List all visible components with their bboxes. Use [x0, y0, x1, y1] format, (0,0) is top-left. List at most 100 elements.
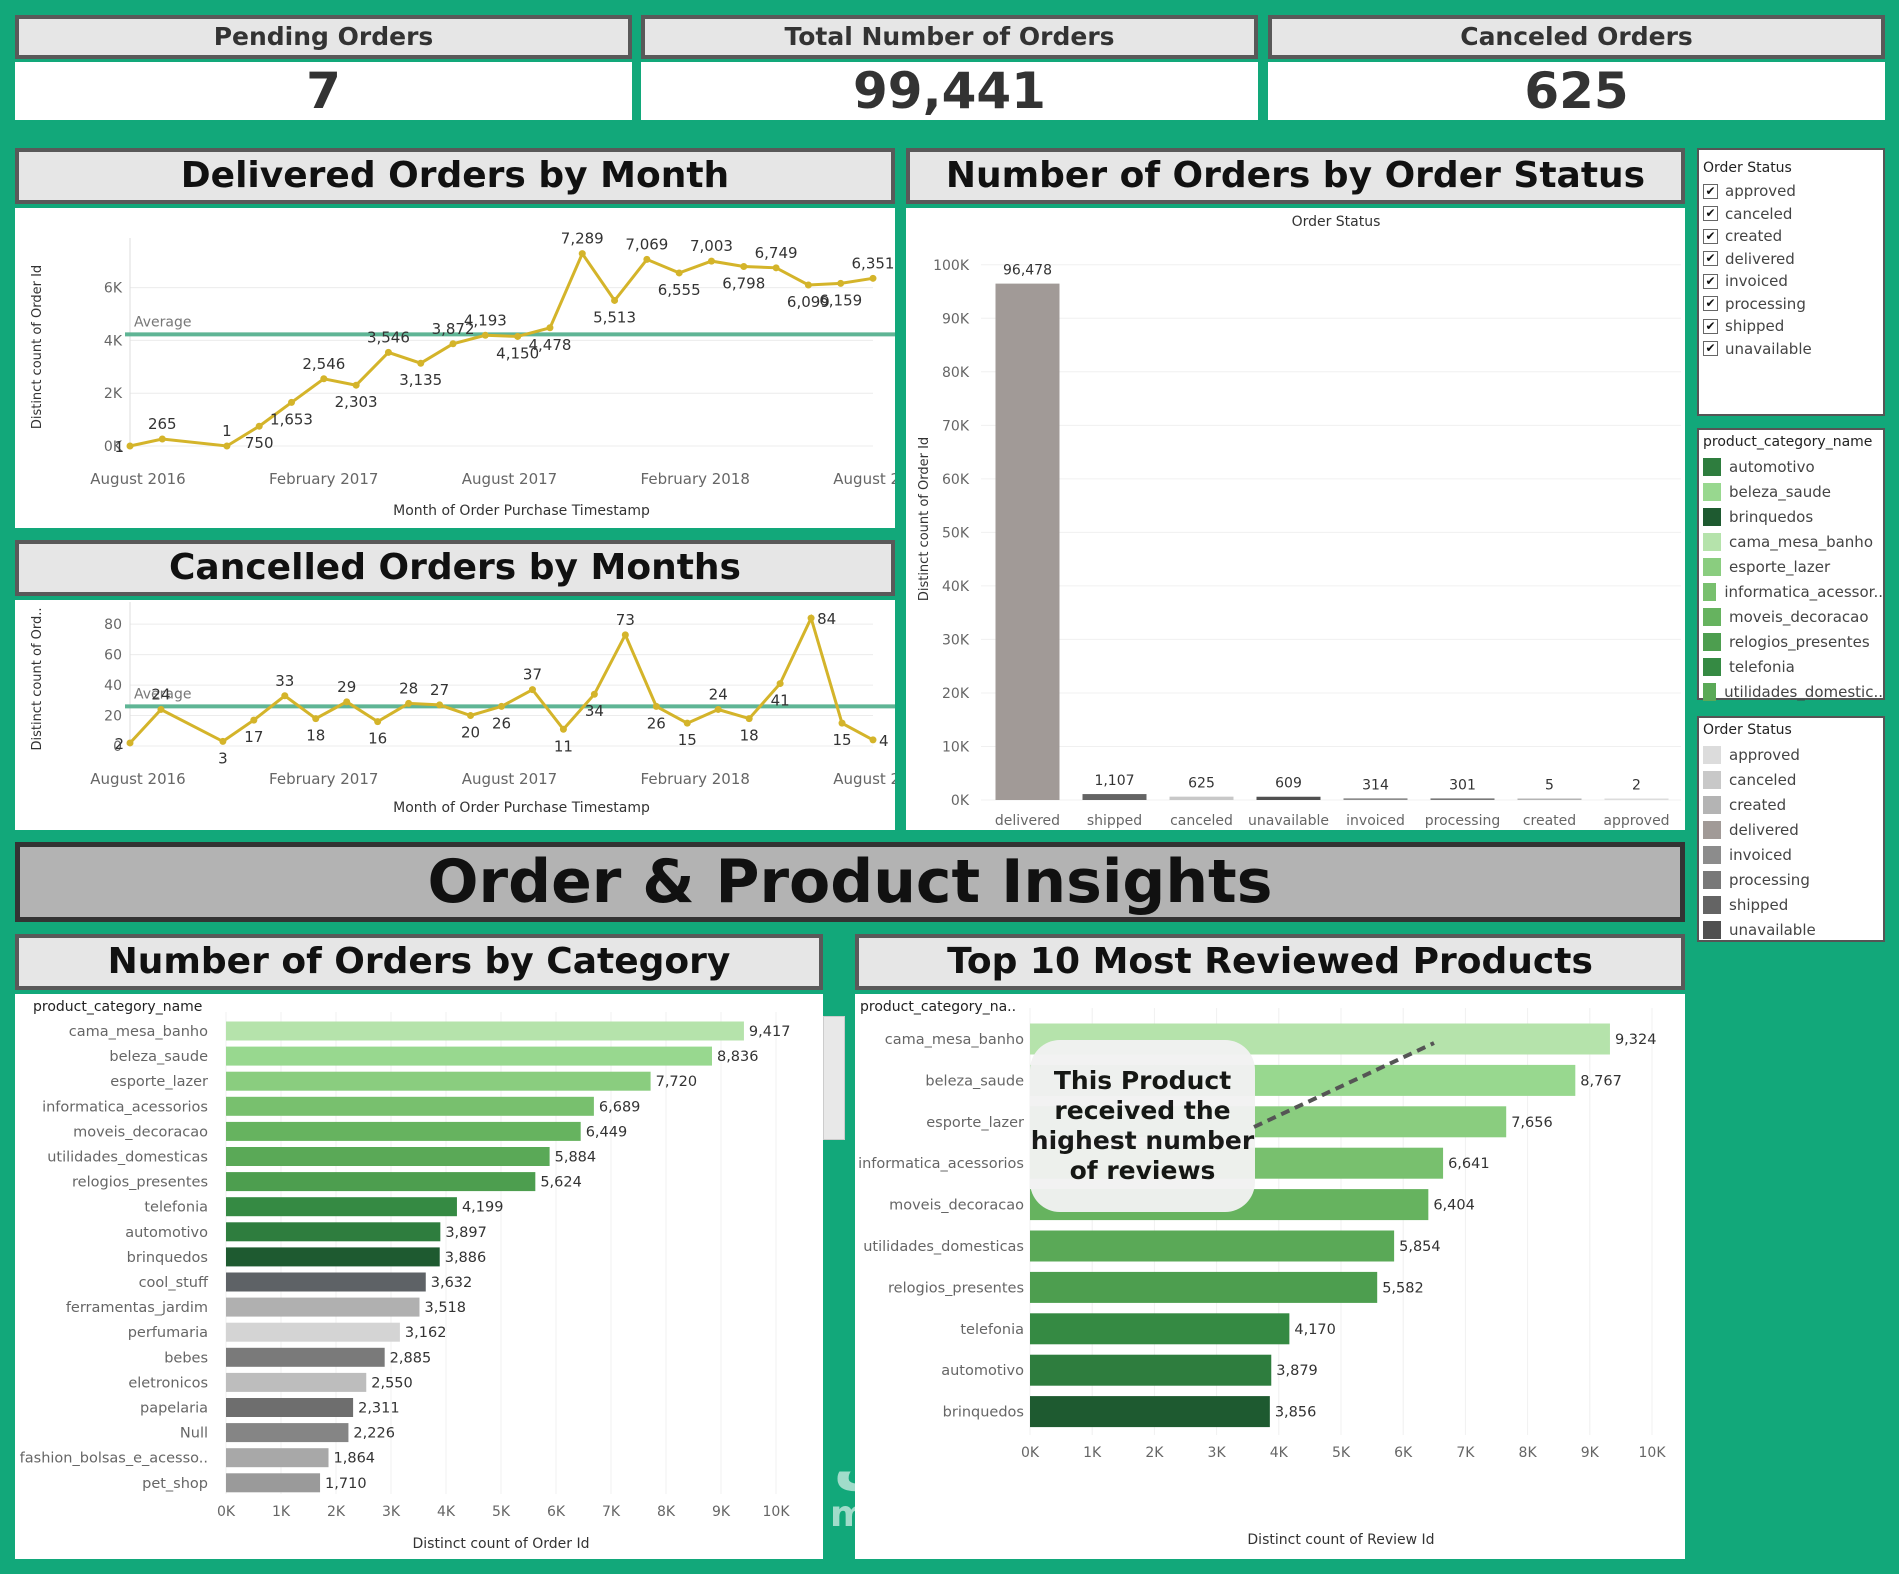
data-label: 6,351	[852, 254, 895, 272]
data-point	[417, 359, 425, 367]
category-legend-item[interactable]: beleza_saude	[1699, 479, 1883, 504]
category-legend-item[interactable]: moveis_decoracao	[1699, 604, 1883, 629]
checkbox[interactable]: ✔	[1703, 318, 1718, 334]
category-legend-item[interactable]: cama_mesa_banho	[1699, 529, 1883, 554]
filter-item-unavailable[interactable]: ✔ unavailable	[1699, 338, 1883, 361]
category-label: telefonia	[144, 1200, 208, 1216]
data-point	[223, 442, 231, 450]
status-legend-item[interactable]: unavailable	[1699, 917, 1883, 942]
checkbox[interactable]: ✔	[1703, 341, 1718, 357]
bar	[226, 1398, 354, 1417]
category-scrollbar[interactable]	[823, 1016, 845, 1140]
data-point	[869, 274, 877, 282]
category-legend-title: product_category_name	[1703, 434, 1873, 450]
data-point	[343, 698, 351, 706]
data-point	[250, 716, 258, 724]
data-label: 26	[647, 714, 666, 732]
status-legend-item[interactable]: invoiced	[1699, 842, 1883, 867]
kpi-canceled-value: 625	[1268, 62, 1885, 120]
bar-value-label: 3,518	[424, 1300, 466, 1316]
y-axis-title: Distinct count of Order Id	[917, 437, 932, 601]
legend-label: processing	[1729, 870, 1810, 889]
bar	[1169, 796, 1234, 800]
filter-item-canceled[interactable]: ✔ canceled	[1699, 203, 1883, 226]
category-legend-item[interactable]: esporte_lazer	[1699, 554, 1883, 579]
status-legend-item[interactable]: processing	[1699, 867, 1883, 892]
filter-item-invoiced[interactable]: ✔ invoiced	[1699, 270, 1883, 293]
filter-item-label: canceled	[1725, 204, 1793, 223]
category-legend-item[interactable]: informatica_acessor..	[1699, 579, 1883, 604]
legend-swatch	[1703, 795, 1721, 814]
kpi-pending-label: Pending Orders	[15, 15, 632, 59]
kpi-pending-value: 7	[15, 62, 632, 120]
status-chart-panel: Order Status 0K 10K 20K 30K 40K 50K 60K 70K 80K 90…	[906, 208, 1685, 830]
status-legend-item[interactable]: created	[1699, 792, 1883, 817]
x-tick-label: 1K	[272, 1504, 291, 1520]
kpi-canceled-label: Canceled Orders	[1268, 15, 1885, 59]
data-label: 2	[114, 735, 124, 753]
checkbox[interactable]: ✔	[1703, 206, 1718, 222]
bar	[1030, 1271, 1378, 1303]
category-label: cama_mesa_banho	[69, 1024, 208, 1040]
checkbox[interactable]: ✔	[1703, 251, 1718, 267]
category-legend-item[interactable]: utilidades_domestic..	[1699, 679, 1883, 704]
bar	[226, 1096, 594, 1116]
data-point	[869, 736, 877, 744]
filter-item-approved[interactable]: ✔ approved	[1699, 180, 1883, 203]
x-tick-label: 3K	[1208, 1445, 1227, 1461]
x-tick-label: 4K	[437, 1504, 456, 1520]
status-legend-item[interactable]: canceled	[1699, 767, 1883, 792]
status-legend-item[interactable]: approved	[1699, 742, 1883, 767]
category-legend-item[interactable]: relogios_presentes	[1699, 629, 1883, 654]
data-label: 11	[554, 737, 573, 755]
status-legend-item[interactable]: shipped	[1699, 892, 1883, 917]
data-point	[157, 705, 165, 713]
category-legend-item[interactable]: automotivo	[1699, 454, 1883, 479]
checkbox[interactable]: ✔	[1703, 183, 1718, 199]
x-tick-label: 6K	[547, 1504, 566, 1520]
x-tick-label: August 2016	[90, 770, 185, 788]
category-label: informatica_acessorios	[42, 1099, 208, 1115]
category-label: perfumaria	[128, 1325, 208, 1341]
x-tick-label: 2K	[327, 1504, 346, 1520]
checkbox[interactable]: ✔	[1703, 296, 1718, 312]
filter-item-delivered[interactable]: ✔ delivered	[1699, 248, 1883, 271]
data-label: 18	[740, 727, 759, 745]
checkbox[interactable]: ✔	[1703, 273, 1718, 289]
y-tick-label: 40K	[942, 579, 970, 595]
reviewed-chart-title: Top 10 Most Reviewed Products	[855, 934, 1685, 990]
data-point	[559, 725, 567, 733]
data-point	[384, 348, 392, 356]
bar	[226, 1147, 550, 1166]
category-label: beleza_saude	[109, 1049, 208, 1065]
category-label: moveis_decoracao	[73, 1124, 208, 1140]
category-legend-item[interactable]: brinquedos	[1699, 504, 1883, 529]
x-tick-label: August 2018	[833, 470, 895, 488]
category-legend-item[interactable]: telefonia	[1699, 654, 1883, 679]
x-tick-label: 5K	[1332, 1445, 1351, 1461]
filter-item-processing[interactable]: ✔ processing	[1699, 293, 1883, 316]
data-label: 7,003	[690, 237, 733, 255]
y-tick-label: 30K	[942, 632, 970, 648]
status-legend-item[interactable]: delivered	[1699, 817, 1883, 842]
bar-value-label: 2,885	[390, 1350, 432, 1366]
data-label: 26	[492, 714, 511, 732]
x-tick-label: 9K	[1581, 1445, 1600, 1461]
filter-item-shipped[interactable]: ✔ shipped	[1699, 315, 1883, 338]
cancelled-line-chart: 0 20 40 60 80 Average August 2016 February 2017…	[30, 602, 895, 816]
data-point	[611, 296, 619, 304]
y-axis-title: Distinct count of Ord..	[30, 607, 45, 750]
legend-swatch	[1703, 607, 1721, 626]
category-label: eletronicos	[128, 1375, 208, 1391]
x-tick-label: 0K	[1021, 1445, 1040, 1461]
bar	[1604, 798, 1669, 800]
data-point	[740, 263, 748, 271]
checkbox[interactable]: ✔	[1703, 228, 1718, 244]
data-point	[528, 686, 536, 694]
data-point	[675, 269, 683, 277]
filter-item-created[interactable]: ✔ created	[1699, 225, 1883, 248]
data-point	[745, 715, 753, 723]
data-point	[374, 718, 382, 726]
data-label: 17	[244, 728, 263, 746]
x-axis-title: Month of Order Purchase Timestamp	[393, 503, 650, 519]
